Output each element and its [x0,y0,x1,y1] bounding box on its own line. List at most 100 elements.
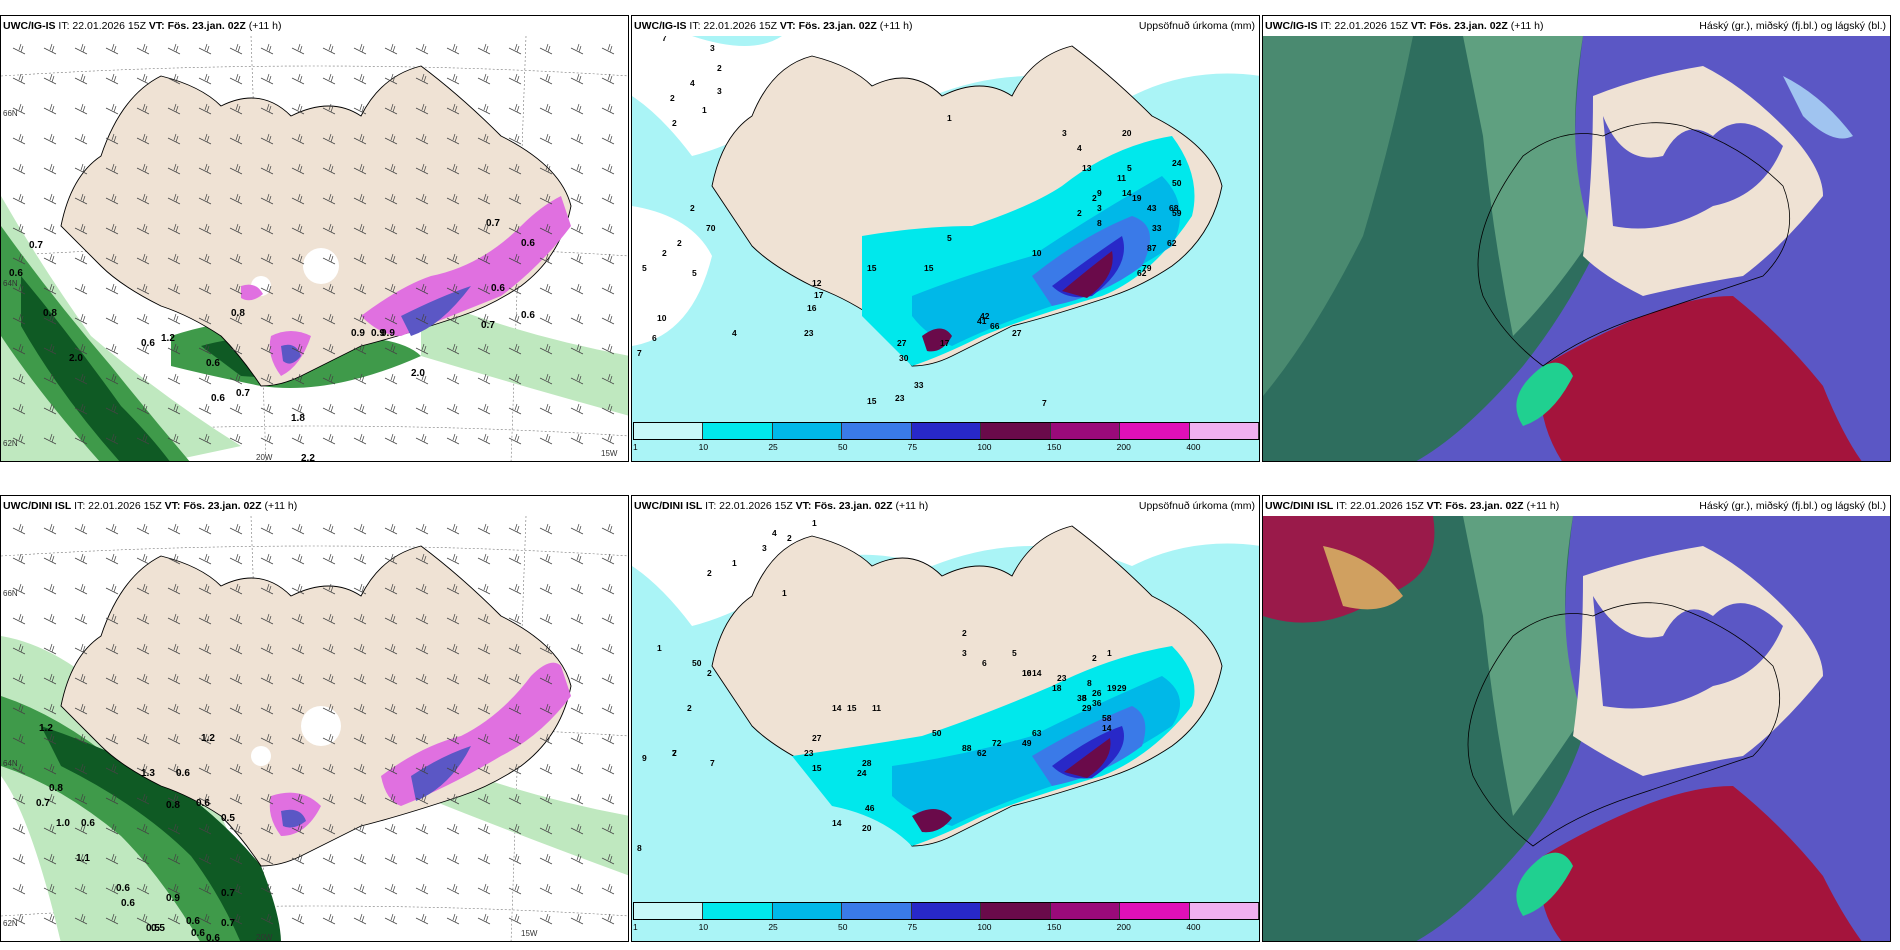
wind-barb [43,583,57,595]
wind-barb [446,583,460,595]
wind-barb [322,103,336,115]
wind-barb [415,883,429,895]
wind-barb [136,733,150,745]
wind-barb [260,883,274,895]
wind-barb [136,43,150,55]
wind-barb [539,793,553,805]
value-label: 46 [865,803,875,813]
wind-barb [539,343,553,355]
wind-barb [136,793,150,805]
wind-barb [229,523,243,535]
wind-barb [477,613,491,625]
value-label: 10 [1032,248,1042,258]
value-label: 28 [862,758,872,768]
wind-barb [105,793,119,805]
wind-barb [384,433,398,445]
wind-barb [198,883,212,895]
wind-barb [12,763,26,775]
precip-map-top: UWC/IG-IS IT: 22.01.2026 15Z VT: Fös. 23… [631,15,1260,462]
wind-barb [446,373,460,385]
value-label: 50 [932,728,942,738]
wind-barb [477,853,491,865]
wind-barb [291,583,305,595]
wind-barb [167,643,181,655]
value-label: 14 [832,703,842,713]
wind-barb [570,193,584,205]
value-label: 0.9 [371,328,385,339]
wind-barb [136,913,150,925]
wind-barb [570,313,584,325]
wind-barb [415,343,429,355]
wind-barb [198,763,212,775]
wind-barb [477,643,491,655]
wind-barb [260,103,274,115]
wind-barb [105,43,119,55]
value-label: 62 [1137,268,1147,278]
wind-barb [353,223,367,235]
value-label: 3 [962,648,967,658]
wind-barb [384,523,398,535]
value-label: 4 [1077,143,1082,153]
wind-barb [229,133,243,145]
value-label: 10 [657,313,667,323]
wind-barb [539,583,553,595]
wind-barb [601,403,615,415]
wind-barb [477,553,491,565]
wind-barb [601,343,615,355]
wind-barb [570,103,584,115]
panel-title: UWC/IG-IS IT: 22.01.2026 15Z VT: Fös. 23… [632,16,1259,36]
colorbar [633,422,1259,440]
wind-barb [291,283,305,295]
wind-barb [43,613,57,625]
wind-barb [446,643,460,655]
wind-barb [601,673,615,685]
colorbar-tick-label: 1 [633,922,638,932]
wind-barb [105,853,119,865]
wind-barb [43,373,57,385]
wind-barb [477,883,491,895]
wind-barb [260,373,274,385]
wind-barb [322,823,336,835]
wind-barb [12,643,26,655]
wind-barb [477,373,491,385]
wind-barb [353,673,367,685]
value-label: 0.6 [176,768,190,779]
value-label: 0.6 [121,898,135,909]
wind-barb [570,643,584,655]
value-label: 70 [706,223,716,233]
value-label: 0.8 [49,783,63,794]
wind-barb [570,343,584,355]
wind-barb [12,733,26,745]
value-label: 1.2 [201,733,215,744]
value-label: 0.6 [141,338,155,349]
wind-barb [415,43,429,55]
wind-barb [260,223,274,235]
value-label: 15 [847,703,857,713]
wind-barb [384,853,398,865]
value-label: 0.6 [211,393,225,404]
wind-barb [74,373,88,385]
value-label: 0.6 [196,798,210,809]
wind-barb [322,343,336,355]
wind-barb [539,613,553,625]
value-label: 0.7 [486,218,500,229]
wind-barb [601,643,615,655]
wind-barb [570,43,584,55]
wind-barb [353,193,367,205]
value-label: 33 [1152,223,1162,233]
wind-barb [508,913,522,925]
wind-barb [136,343,150,355]
colorbar-tick-label: 150 [1047,442,1062,452]
wind-barb [353,163,367,175]
wind-barb [229,703,243,715]
wind-barb [291,883,305,895]
wind-barb [136,73,150,85]
value-label: 27 [897,338,907,348]
wind-barb [229,403,243,415]
value-label: 2 [672,748,677,758]
wind-barb [105,373,119,385]
wind-barb [570,553,584,565]
value-label: 66 [990,321,1000,331]
wind-barb [74,343,88,355]
